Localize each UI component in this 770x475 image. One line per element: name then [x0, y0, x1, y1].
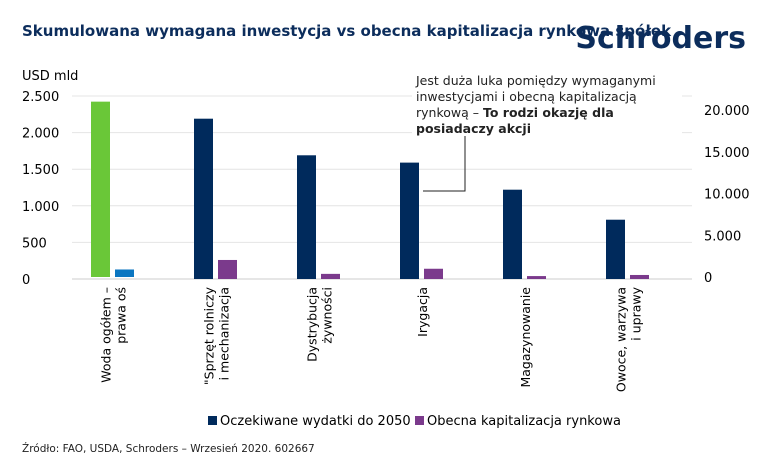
annotation-leader-line: [423, 136, 466, 192]
schroders-logo: Schroders: [575, 21, 746, 56]
bar-expected-spending: [91, 101, 110, 278]
y-tick-label: 2.500: [22, 90, 59, 105]
bar-market-cap: [527, 276, 546, 279]
bar-expected-spending: [297, 155, 316, 279]
bar-market-cap: [115, 269, 134, 277]
annotation-text: Jest duża luka pomiędzy wymaganymi inwes…: [415, 73, 660, 136]
y-tick-label: 1.500: [22, 163, 59, 178]
category-label: Owoce, warzywai uprawy: [614, 286, 644, 392]
legend-swatch: [415, 416, 424, 425]
category-label: Magazynowanie: [518, 287, 533, 388]
svg-text:Irygacja: Irygacja: [415, 287, 430, 337]
y-tick-label: 2.000: [22, 127, 59, 142]
svg-text:Woda ogółem –prawa oś: Woda ogółem –prawa oś: [99, 287, 129, 383]
legend-swatch: [208, 416, 217, 425]
legend-label: Oczekiwane wydatki do 2050: [220, 414, 411, 429]
legend-label: Obecna kapitalizacja rynkowa: [427, 414, 621, 429]
category-label: Woda ogółem –prawa oś: [99, 287, 129, 383]
bar-expected-spending: [606, 219, 625, 279]
category-label: "Sprzęt rolniczyi mechanizacja: [202, 286, 232, 385]
y2-tick-label: 5.000: [704, 229, 741, 244]
y-tick-label: 1.000: [22, 200, 59, 215]
chart-title: Skumulowana wymagana inwestycja vs obecn…: [22, 22, 672, 40]
bar-market-cap: [218, 259, 237, 279]
bar-expected-spending: [194, 118, 213, 279]
y2-tick-label: 10.000: [704, 188, 750, 203]
source-note: Źródło: FAO, USDA, Schroders – Wrzesień …: [22, 442, 315, 455]
y-axis-label: USD mld: [22, 69, 78, 84]
bar-market-cap: [630, 274, 649, 279]
svg-text:Magazynowanie: Magazynowanie: [518, 287, 533, 388]
y2-tick-label: 20.000: [704, 104, 750, 119]
bar-expected-spending: [400, 162, 419, 279]
svg-text:Owoce, warzywai uprawy: Owoce, warzywai uprawy: [614, 286, 644, 392]
svg-text:Dystrybucjażywności: Dystrybucjażywności: [305, 287, 335, 362]
bar-market-cap: [424, 268, 443, 279]
y2-tick-label: 15.000: [704, 146, 750, 161]
annotation: Jest duża luka pomiędzy wymaganymi inwes…: [412, 70, 682, 192]
category-label: Dystrybucjażywności: [305, 287, 335, 362]
y-tick-label: 0: [22, 273, 30, 288]
bar-market-cap: [321, 273, 340, 279]
svg-text:"Sprzęt rolniczyi mechanizacja: "Sprzęt rolniczyi mechanizacja: [202, 286, 232, 385]
y-tick-label: 500: [22, 236, 47, 251]
bar-expected-spending: [503, 189, 522, 279]
y2-tick-label: 0: [704, 271, 712, 286]
category-label: Irygacja: [415, 287, 430, 337]
